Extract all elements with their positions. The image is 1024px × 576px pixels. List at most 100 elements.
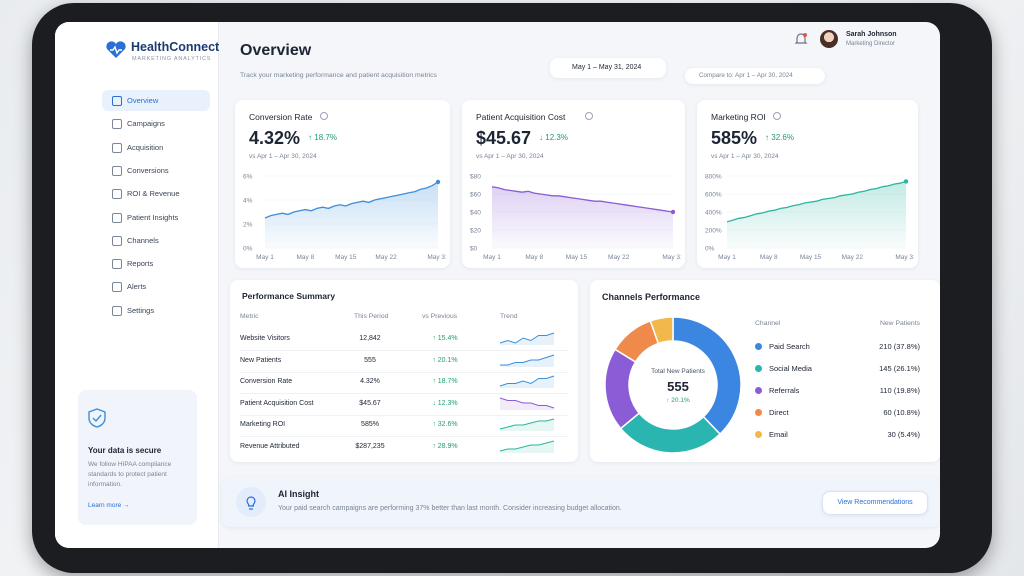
kpi-value: $45.67 [476,128,532,148]
metric-name: Conversion Rate [240,378,293,385]
metric-name: Patient Acquisition Cost [240,399,314,407]
area [492,186,673,248]
compare-picker[interactable]: Compare to: Apr 1 – Apr 30, 2024 [685,68,825,84]
metric-name: Marketing ROI [240,421,286,428]
kpi-compare: vs Apr 1 – Apr 30, 2024 [476,153,544,160]
nav-item[interactable]: ROI & Revenue [102,183,210,204]
brand: HealthConnect [131,40,220,54]
page-subtitle: Track your marketing performance and pat… [240,72,437,79]
legend-label: Referrals [769,386,800,395]
date-picker[interactable]: May 1 – May 31, 2024 [550,58,666,78]
insight-title: AI Insight [278,489,319,499]
nav-item[interactable]: Alerts [102,276,210,297]
x-tick-label: May 1 [483,254,501,261]
row-divider [240,414,568,416]
secure-text: We follow HIPAA compliance standards to … [88,461,172,488]
row-divider [240,371,568,373]
sparkline [499,418,555,431]
nav-item[interactable]: Reports [102,253,210,274]
legend-label: Email [769,430,788,439]
kpi-compare: vs Apr 1 – Apr 30, 2024 [711,153,779,160]
line [491,186,674,213]
x-tick-label: May 1 [256,254,274,261]
sparkline [499,375,555,388]
nav-item[interactable]: Acquisition [102,137,210,158]
y-tick-label: 0% [243,246,253,253]
legend-swatch [755,409,762,416]
nav-item[interactable]: Patient Insights [102,207,210,228]
x-tick-label: May 31 [662,254,681,261]
page-title: Overview [240,42,312,59]
sparkline-area [500,354,554,367]
avatar[interactable] [820,30,838,48]
nav-item[interactable]: Campaigns [102,113,210,134]
nav-icon [112,259,122,270]
tagline: MARKETING ANALYTICS [132,56,212,62]
bell-icon[interactable] [794,32,808,46]
legend-label: Paid Search [769,342,810,351]
sparkline-area [500,440,554,453]
y-tick-label: 200% [705,228,722,235]
nav-label: Alerts [127,282,147,292]
legend-header: Channel [755,320,781,327]
nav-label: Patient Insights [127,212,179,222]
view-recommendations[interactable]: View Recommendations [822,491,928,515]
row-divider [240,393,568,394]
metric-value: 12,842 [359,335,381,342]
secure-title: Your data is secure [88,446,162,455]
secure-card: Your data is secure We follow HIPAA comp… [78,390,197,525]
x-tick-label: May 31 [895,254,914,261]
legend-swatch [755,387,762,394]
channels-title: Channels Performance [602,292,701,302]
metric-change: ↑ 32.6% [432,421,458,428]
sparkline-line [499,332,555,344]
x-tick-label: May 22 [608,254,630,261]
sparkline-area [500,397,554,410]
sparkline [499,440,555,453]
metric-name: Website Visitors [240,335,290,342]
metric-name: New Patients [240,356,282,364]
nav-icon [112,189,122,200]
insight-text: Your paid search campaigns are performin… [278,505,622,512]
kpi-value-row: 585% ↑ 32.6% [711,128,794,149]
kpi-info [319,112,328,120]
y-tick-label: 400% [705,210,722,217]
kpi-card: Patient Acquisition Cost $45.67 ↓ 12.3% vs … [462,100,685,268]
nav-label: Conversions [127,165,169,175]
donut-slice [619,412,722,454]
nav-item[interactable]: Settings [102,300,210,321]
metric-value: $287,235 [355,442,385,450]
metric-value: 4.32% [360,378,380,385]
compare-range: Compare to: Apr 1 – Apr 30, 2024 [699,72,793,79]
insight-icon [236,487,266,517]
nav-icon [112,96,122,106]
kpi-value-row: 4.32% ↑ 18.7% [249,128,337,149]
nav-icon [112,165,122,176]
legend-value: 30 (5.4%) [887,430,920,439]
kpi-change: ↑ 18.7% [308,133,337,142]
end-dot [903,179,909,184]
learn-more[interactable]: Learn more → [88,502,130,509]
nav-item[interactable]: Conversions [102,160,210,181]
line [726,180,907,223]
sparkline-area [500,419,554,431]
nav-icon [112,282,122,293]
metric-name: Revenue Attributed [240,442,300,450]
area [265,182,438,248]
donut-center-value: 555 [667,379,689,394]
sparkline-line [499,418,555,430]
logo [106,41,126,58]
y-tick-label: 0% [705,246,715,253]
legend-swatch [755,431,762,438]
nav-item[interactable]: Overview [102,90,210,111]
y-tick-label: 600% [705,192,722,199]
legend-value: 210 (37.8%) [879,342,920,351]
metric-value: 585% [361,421,379,428]
y-tick-label: $40 [470,210,481,217]
x-tick-label: May 8 [760,254,778,261]
row-divider [240,350,568,351]
performance-title: Performance Summary [242,291,336,301]
table-header: Metric [240,313,259,320]
nav-item[interactable]: Channels [102,230,210,251]
nav-label: Channels [127,235,159,245]
